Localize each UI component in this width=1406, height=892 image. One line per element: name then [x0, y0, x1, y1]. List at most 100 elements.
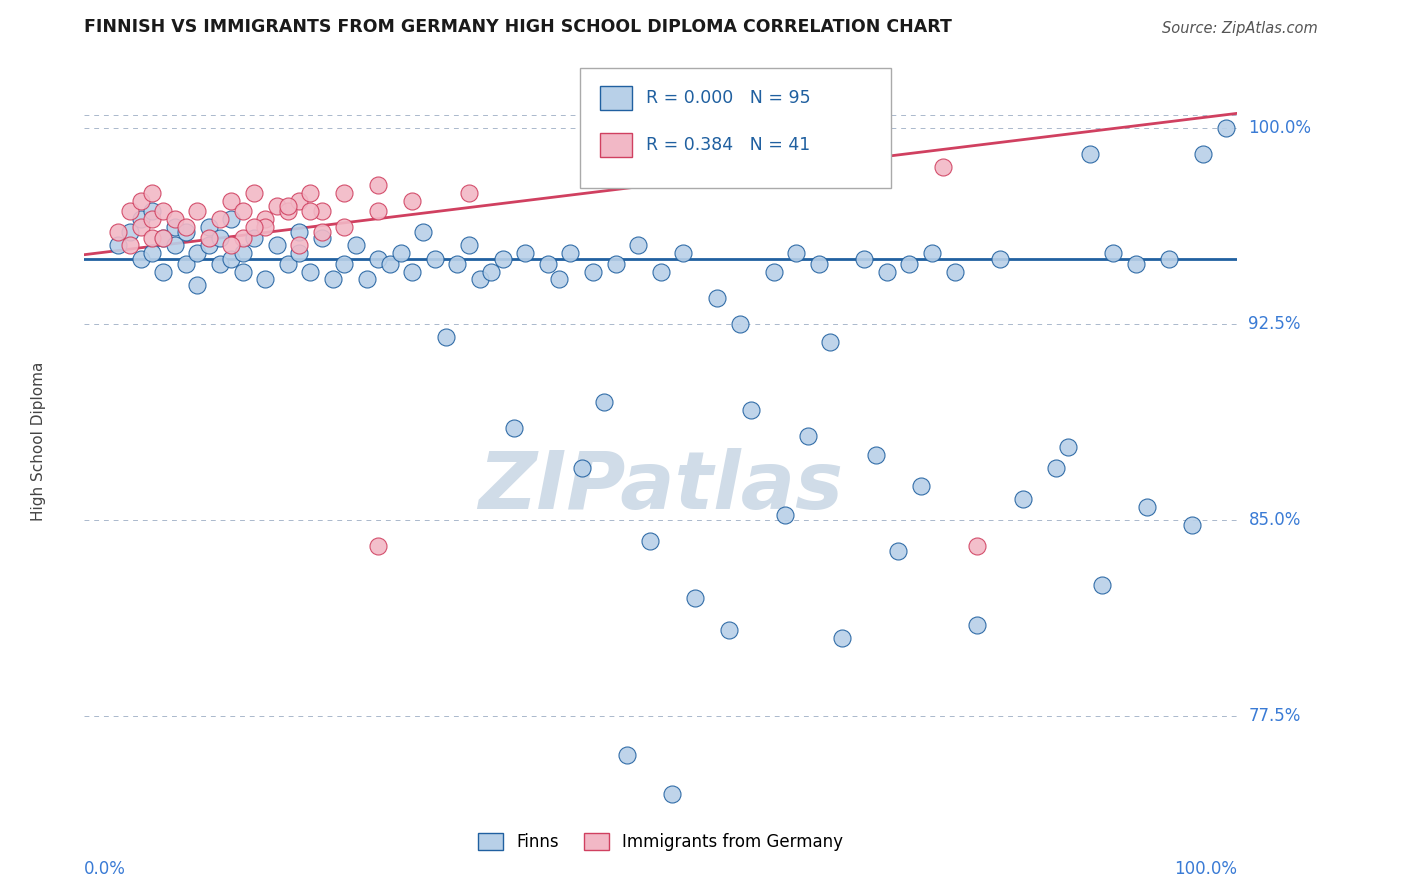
Point: [232, 204, 254, 219]
Point: [1011, 491, 1033, 506]
Point: [174, 257, 197, 271]
Point: [163, 238, 186, 252]
Point: [898, 257, 921, 271]
Text: 100.0%: 100.0%: [1249, 119, 1312, 136]
Point: [221, 212, 243, 227]
Point: [197, 230, 219, 244]
Point: [1091, 578, 1114, 592]
Point: [560, 246, 582, 260]
Point: [174, 226, 197, 240]
Point: [356, 272, 378, 286]
Point: [152, 230, 174, 244]
Point: [740, 403, 762, 417]
Point: [367, 178, 389, 193]
Point: [921, 246, 943, 260]
Text: High School Diploma: High School Diploma: [31, 362, 46, 521]
Point: [141, 212, 163, 227]
Point: [266, 238, 288, 252]
Point: [152, 204, 174, 219]
Point: [412, 226, 434, 240]
Point: [932, 160, 955, 174]
Point: [221, 238, 243, 252]
Point: [1181, 518, 1204, 533]
Point: [129, 194, 152, 208]
Point: [254, 220, 277, 235]
Point: [221, 194, 243, 208]
Point: [299, 204, 322, 219]
Point: [129, 212, 152, 227]
Point: [1102, 246, 1125, 260]
Point: [299, 186, 322, 201]
Point: [333, 257, 356, 271]
Point: [1192, 147, 1215, 161]
Text: R = 0.384   N = 41: R = 0.384 N = 41: [645, 136, 810, 154]
Point: [910, 479, 932, 493]
Bar: [600, 86, 633, 111]
Point: [333, 220, 356, 235]
Point: [943, 264, 966, 278]
Point: [232, 230, 254, 244]
Point: [638, 533, 661, 548]
Point: [966, 617, 988, 632]
Point: [141, 230, 163, 244]
Point: [288, 194, 311, 208]
Point: [288, 226, 311, 240]
Point: [434, 330, 457, 344]
Point: [174, 220, 197, 235]
Point: [491, 252, 513, 266]
Point: [333, 186, 356, 201]
Point: [457, 186, 479, 201]
Point: [288, 238, 311, 252]
Point: [208, 230, 231, 244]
Point: [650, 264, 672, 278]
Point: [1136, 500, 1159, 514]
Point: [107, 226, 129, 240]
Point: [548, 272, 571, 286]
Point: [876, 264, 898, 278]
Point: [672, 246, 695, 260]
Point: [887, 544, 910, 558]
Point: [605, 257, 627, 271]
Point: [1078, 147, 1101, 161]
Point: [232, 246, 254, 260]
Point: [129, 252, 152, 266]
Point: [446, 257, 468, 271]
Point: [367, 539, 389, 553]
Point: [762, 264, 785, 278]
Point: [728, 317, 751, 331]
Point: [683, 591, 706, 606]
Point: [344, 238, 367, 252]
Text: 0.0%: 0.0%: [84, 860, 127, 878]
Point: [322, 272, 344, 286]
Point: [288, 246, 311, 260]
Point: [717, 623, 740, 637]
Point: [1215, 120, 1237, 135]
Point: [401, 194, 423, 208]
Point: [367, 204, 389, 219]
Point: [389, 246, 412, 260]
Text: 92.5%: 92.5%: [1249, 315, 1301, 333]
Point: [311, 204, 333, 219]
Point: [593, 395, 616, 409]
Text: Source: ZipAtlas.com: Source: ZipAtlas.com: [1163, 21, 1317, 36]
Point: [107, 238, 129, 252]
Point: [141, 186, 163, 201]
Point: [232, 264, 254, 278]
Point: [661, 788, 683, 802]
Text: ZIPatlas: ZIPatlas: [478, 448, 844, 526]
Point: [141, 246, 163, 260]
Point: [831, 631, 853, 645]
Point: [865, 448, 887, 462]
Point: [277, 199, 299, 213]
Point: [378, 257, 401, 271]
Point: [129, 220, 152, 235]
Text: FINNISH VS IMMIGRANTS FROM GERMANY HIGH SCHOOL DIPLOMA CORRELATION CHART: FINNISH VS IMMIGRANTS FROM GERMANY HIGH …: [84, 18, 952, 36]
Point: [571, 460, 593, 475]
Point: [221, 252, 243, 266]
Point: [820, 335, 842, 350]
Text: 100.0%: 100.0%: [1174, 860, 1237, 878]
Point: [118, 204, 141, 219]
Point: [186, 204, 208, 219]
Point: [515, 246, 537, 260]
Text: 85.0%: 85.0%: [1249, 511, 1301, 529]
